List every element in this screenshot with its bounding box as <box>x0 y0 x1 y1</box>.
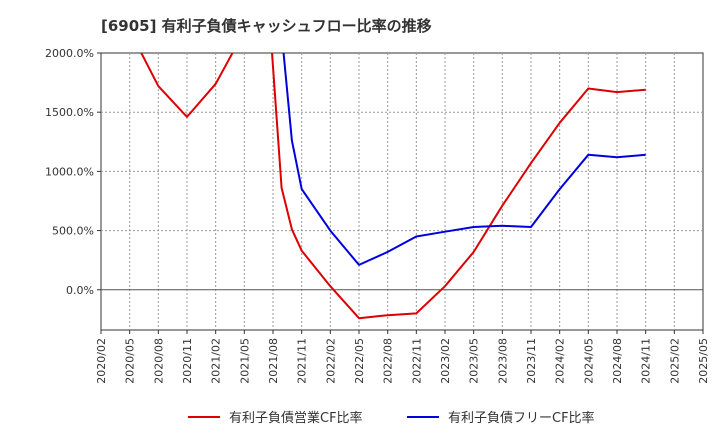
x-tick-label: 2024/11 <box>640 338 653 384</box>
legend-item-operating-cf: 有利子負債営業CF比率 <box>188 410 363 426</box>
x-tick-label: 2022/08 <box>382 338 395 384</box>
x-tick-label: 2020/02 <box>95 338 108 384</box>
x-tick-label: 2024/05 <box>582 338 595 384</box>
series-line-0 <box>140 53 646 320</box>
plot-area <box>100 52 704 331</box>
y-tick-label: 500.0% <box>52 225 94 238</box>
x-tick-label: 2021/08 <box>267 338 280 384</box>
x-tick-label: 2023/11 <box>525 338 538 384</box>
x-tick-label: 2021/02 <box>210 338 223 384</box>
x-tick-label: 2022/05 <box>353 338 366 384</box>
y-tick-label: 2000.0% <box>45 47 94 60</box>
chart-title: [6905] 有利子負債キャッシュフロー比率の推移 <box>101 17 432 35</box>
x-tick-label: 2021/05 <box>238 338 251 384</box>
y-axis-ticks: 0.0% 500.0% 1000.0% 1500.0% 2000.0% <box>45 47 101 297</box>
x-tick-label: 2022/02 <box>324 338 337 384</box>
horizontal-gridlines <box>101 111 703 232</box>
x-tick-label: 2020/08 <box>152 338 165 384</box>
series-line-1 <box>282 53 646 266</box>
legend-label-free-cf: 有利子負債フリーCF比率 <box>448 410 595 426</box>
x-tick-label: 2022/11 <box>410 338 423 384</box>
y-tick-label: 0.0% <box>66 284 94 297</box>
x-tick-label: 2024/08 <box>611 338 624 384</box>
x-tick-label: 2023/08 <box>496 338 509 384</box>
x-tick-label: 2020/05 <box>124 338 137 384</box>
x-tick-label: 2024/02 <box>554 338 567 384</box>
legend-item-free-cf: 有利子負債フリーCF比率 <box>407 410 595 426</box>
x-tick-label: 2023/02 <box>439 338 452 384</box>
x-tick-label: 2021/11 <box>296 338 309 384</box>
x-tick-label: 2020/11 <box>181 338 194 384</box>
y-tick-label: 1000.0% <box>45 165 94 178</box>
y-tick-label: 1500.0% <box>45 106 94 119</box>
x-tick-label: 2025/02 <box>668 338 681 384</box>
x-tick-label: 2025/05 <box>697 338 710 384</box>
series-lines <box>140 53 646 320</box>
legend: 有利子負債営業CF比率 有利子負債フリーCF比率 <box>188 410 595 426</box>
x-tick-label: 2023/05 <box>468 338 481 384</box>
legend-label-operating-cf: 有利子負債営業CF比率 <box>229 410 363 426</box>
x-axis-ticks: 2020/02 2020/05 2020/08 2020/11 2021/02 2021/… <box>95 330 710 384</box>
